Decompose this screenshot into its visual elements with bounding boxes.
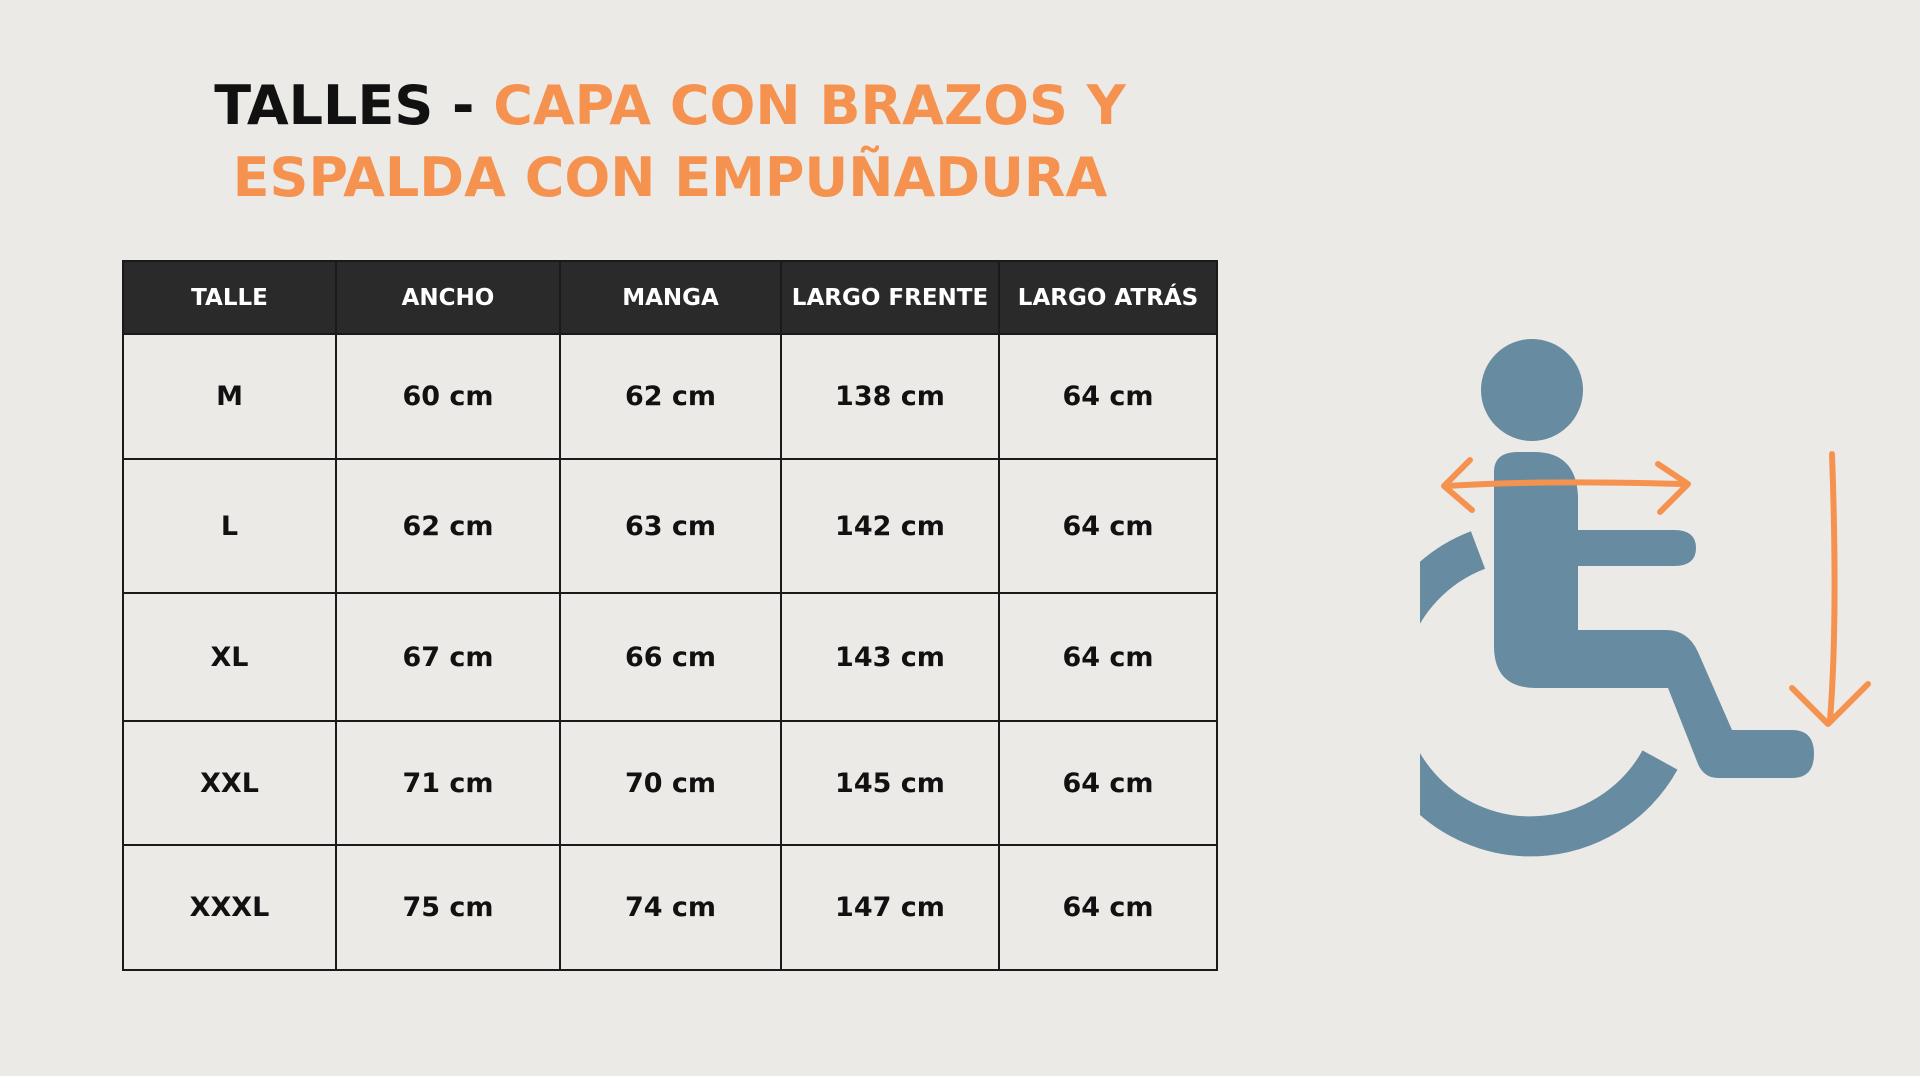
cell-manga: 66 cm bbox=[559, 592, 782, 722]
cell-manga: 62 cm bbox=[559, 333, 782, 460]
width-arrow-right-head bbox=[1655, 461, 1691, 515]
cell-largo-atras: 64 cm bbox=[998, 844, 1218, 971]
width-arrow-line bbox=[1443, 479, 1685, 489]
cell-talle: M bbox=[122, 333, 337, 460]
cell-largo-atras: 64 cm bbox=[998, 720, 1218, 846]
cell-talle: L bbox=[122, 458, 337, 594]
size-table: TALLE ANCHO MANGA LARGO FRENTE LARGO ATR… bbox=[122, 260, 1218, 971]
cell-largo-atras: 64 cm bbox=[998, 458, 1218, 594]
title-product-line2: ESPALDA CON EMPUÑADURA bbox=[232, 146, 1108, 209]
cell-ancho: 60 cm bbox=[335, 333, 561, 460]
cell-largo-atras: 64 cm bbox=[998, 333, 1218, 460]
wheel-arc bbox=[1420, 531, 1678, 857]
head-shape bbox=[1481, 339, 1583, 441]
cell-largo-frente: 145 cm bbox=[780, 720, 1000, 846]
wheelchair-figure bbox=[1420, 339, 1814, 857]
header-talle: TALLE bbox=[122, 260, 337, 335]
table-header-row: TALLE ANCHO MANGA LARGO FRENTE LARGO ATR… bbox=[122, 260, 1218, 335]
cell-largo-frente: 142 cm bbox=[780, 458, 1000, 594]
length-arrow-line bbox=[1827, 451, 1838, 723]
cell-manga: 74 cm bbox=[559, 844, 782, 971]
table-row: M 60 cm 62 cm 138 cm 64 cm bbox=[122, 333, 1218, 460]
header-largo-atras: LARGO ATRÁS bbox=[998, 260, 1218, 335]
title-prefix: TALLES - bbox=[214, 74, 494, 137]
table-row: L 62 cm 63 cm 142 cm 64 cm bbox=[122, 458, 1218, 594]
wheelchair-user-icon bbox=[1420, 339, 1871, 857]
cell-largo-frente: 143 cm bbox=[780, 592, 1000, 722]
cell-talle: XXL bbox=[122, 720, 337, 846]
cell-talle: XL bbox=[122, 592, 337, 722]
page-title: TALLES - CAPA CON BRAZOS Y ESPALDA CON E… bbox=[120, 70, 1220, 214]
cell-manga: 70 cm bbox=[559, 720, 782, 846]
title-product-line1: CAPA CON BRAZOS Y bbox=[493, 74, 1126, 137]
table-row: XXL 71 cm 70 cm 145 cm 64 cm bbox=[122, 720, 1218, 846]
cell-talle: XXXL bbox=[122, 844, 337, 971]
width-arrow-left-head bbox=[1441, 457, 1475, 513]
torso-shape bbox=[1494, 452, 1814, 778]
cell-ancho: 71 cm bbox=[335, 720, 561, 846]
cell-largo-frente: 147 cm bbox=[780, 844, 1000, 971]
cell-ancho: 62 cm bbox=[335, 458, 561, 594]
length-arrow-head bbox=[1789, 681, 1871, 727]
cell-ancho: 75 cm bbox=[335, 844, 561, 971]
header-ancho: ANCHO bbox=[335, 260, 561, 335]
header-manga: MANGA bbox=[559, 260, 782, 335]
cell-ancho: 67 cm bbox=[335, 592, 561, 722]
header-largo-frente: LARGO FRENTE bbox=[780, 260, 1000, 335]
cell-manga: 63 cm bbox=[559, 458, 782, 594]
measure-arrows bbox=[1441, 451, 1871, 727]
cell-largo-atras: 64 cm bbox=[998, 592, 1218, 722]
table-row: XL 67 cm 66 cm 143 cm 64 cm bbox=[122, 592, 1218, 722]
cell-largo-frente: 138 cm bbox=[780, 333, 1000, 460]
table-row: XXXL 75 cm 74 cm 147 cm 64 cm bbox=[122, 844, 1218, 971]
